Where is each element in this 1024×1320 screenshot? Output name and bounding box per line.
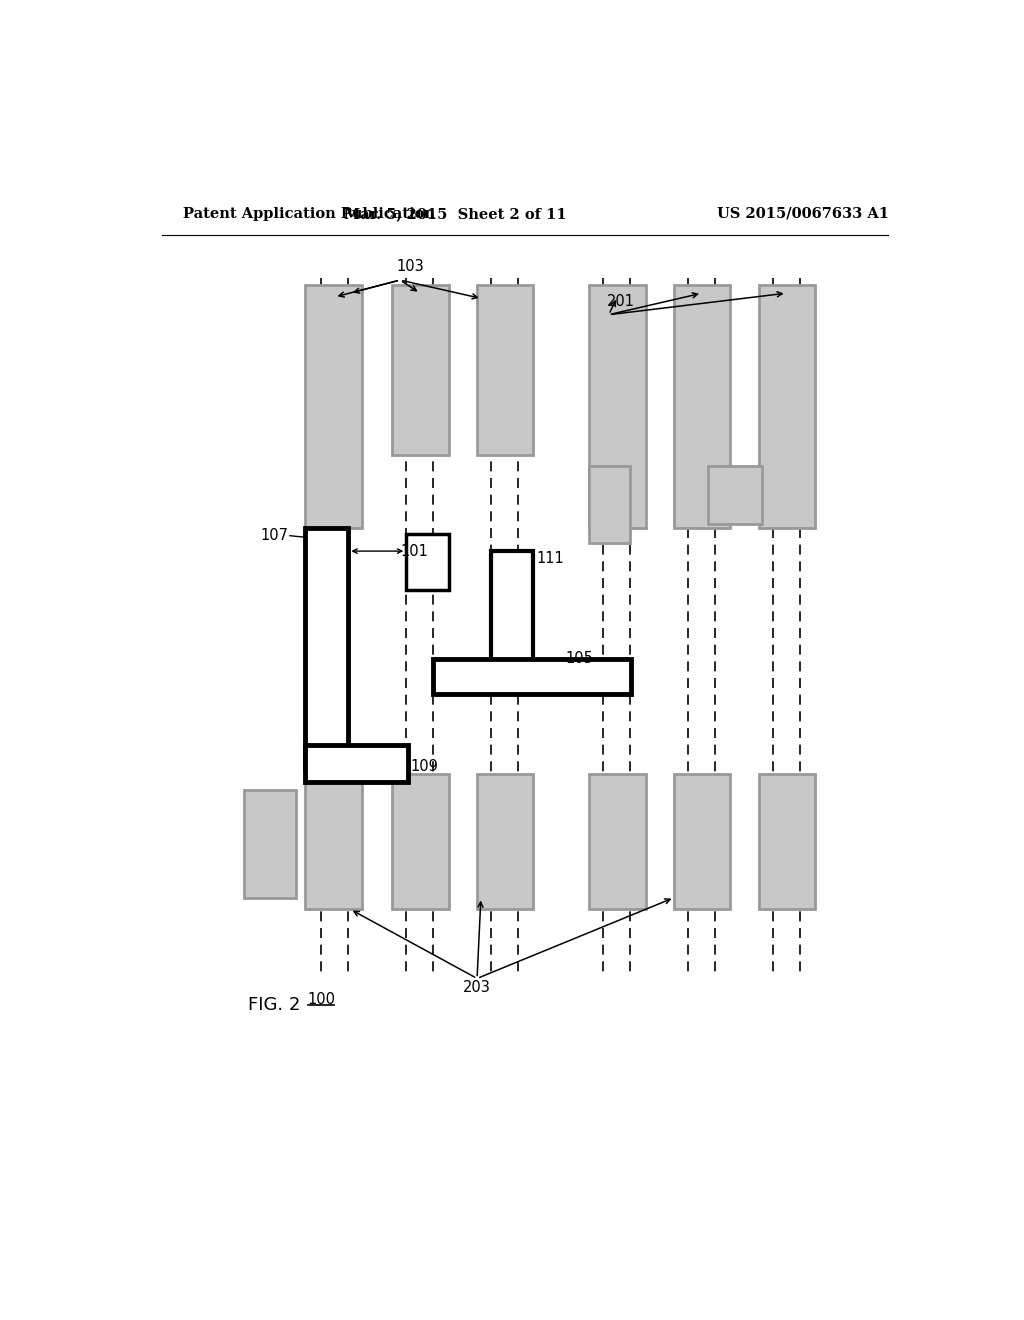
Bar: [477, 775, 534, 909]
Text: 101: 101: [400, 544, 428, 558]
Bar: [759, 285, 815, 528]
Bar: [407, 535, 449, 590]
Bar: [244, 789, 296, 898]
Bar: [477, 285, 534, 455]
Text: FIG. 2: FIG. 2: [248, 997, 300, 1014]
Bar: [305, 285, 361, 528]
Text: 109: 109: [410, 759, 438, 775]
Bar: [305, 775, 361, 909]
Text: 107: 107: [260, 528, 289, 544]
Bar: [305, 528, 348, 767]
Bar: [590, 466, 631, 544]
Bar: [708, 466, 762, 524]
Bar: [674, 285, 730, 528]
Text: 105: 105: [565, 651, 594, 667]
Text: 103: 103: [396, 259, 424, 275]
Bar: [590, 775, 646, 909]
Text: 111: 111: [537, 552, 564, 566]
Text: 100: 100: [307, 991, 336, 1007]
Bar: [674, 775, 730, 909]
Bar: [392, 285, 449, 455]
Bar: [433, 659, 631, 693]
Bar: [590, 285, 646, 528]
Text: Mar. 5, 2015  Sheet 2 of 11: Mar. 5, 2015 Sheet 2 of 11: [344, 207, 567, 220]
Bar: [490, 552, 534, 663]
Bar: [759, 775, 815, 909]
Bar: [305, 744, 408, 781]
Bar: [392, 775, 449, 909]
Text: 203: 203: [463, 979, 490, 995]
Text: 201: 201: [606, 293, 635, 309]
Text: US 2015/0067633 A1: US 2015/0067633 A1: [717, 207, 889, 220]
Text: Patent Application Publication: Patent Application Publication: [183, 207, 435, 220]
